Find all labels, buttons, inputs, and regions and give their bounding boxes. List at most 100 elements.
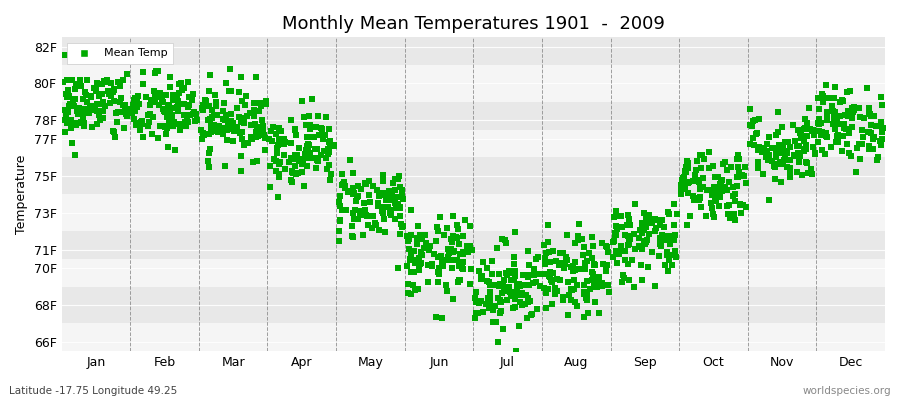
Point	[783, 173, 797, 180]
Point	[408, 260, 422, 266]
Point	[314, 132, 328, 138]
Point	[171, 98, 185, 104]
Point	[774, 159, 788, 165]
Point	[686, 178, 700, 184]
Point	[502, 283, 517, 290]
Point	[130, 122, 145, 129]
Bar	[61, 324, 885, 351]
Point	[264, 128, 278, 134]
Point	[814, 130, 829, 136]
Point	[789, 142, 804, 149]
Point	[794, 134, 808, 141]
Point	[589, 274, 603, 280]
Point	[115, 102, 130, 108]
Point	[539, 249, 554, 256]
Point	[550, 287, 564, 294]
Point	[634, 220, 649, 227]
Point	[245, 136, 259, 142]
Point	[679, 164, 693, 171]
Point	[642, 212, 656, 218]
Point	[717, 184, 732, 190]
Point	[676, 186, 690, 192]
Point	[195, 106, 210, 113]
Point	[202, 88, 216, 94]
Point	[874, 123, 888, 130]
Point	[151, 135, 166, 141]
Point	[640, 236, 654, 243]
Point	[839, 126, 853, 132]
Point	[702, 165, 716, 171]
Point	[812, 106, 826, 113]
Point	[413, 232, 428, 238]
Point	[486, 307, 500, 314]
Point	[270, 144, 284, 151]
Point	[255, 129, 269, 135]
Point	[644, 249, 659, 255]
Point	[851, 104, 866, 111]
Point	[284, 117, 298, 124]
Point	[614, 213, 628, 220]
Point	[455, 266, 470, 272]
Point	[680, 165, 695, 172]
Point	[58, 52, 72, 58]
Point	[566, 263, 580, 269]
Point	[845, 124, 859, 131]
Point	[176, 86, 190, 93]
Point	[238, 115, 252, 121]
Point	[249, 129, 264, 135]
Point	[98, 79, 112, 86]
Point	[500, 297, 515, 304]
Point	[562, 291, 577, 298]
Point	[295, 168, 310, 175]
Point	[376, 172, 391, 178]
Point	[580, 278, 594, 284]
Point	[705, 204, 719, 211]
Point	[333, 203, 347, 209]
Point	[348, 207, 363, 214]
Point	[415, 252, 429, 258]
Point	[627, 201, 642, 207]
Point	[158, 108, 173, 115]
Point	[83, 105, 97, 111]
Point	[150, 68, 165, 75]
Point	[86, 85, 101, 92]
Point	[454, 265, 469, 271]
Point	[819, 130, 833, 136]
Point	[502, 269, 517, 276]
Point	[791, 127, 806, 133]
Point	[358, 207, 373, 213]
Point	[711, 174, 725, 180]
Point	[807, 150, 822, 156]
Point	[206, 122, 220, 128]
Point	[89, 84, 104, 91]
Point	[835, 96, 850, 103]
Point	[760, 140, 775, 147]
Point	[384, 212, 399, 218]
Point	[680, 179, 694, 185]
Point	[63, 101, 77, 107]
Point	[351, 192, 365, 199]
Point	[392, 204, 407, 211]
Point	[167, 119, 182, 125]
Point	[674, 177, 688, 183]
Point	[831, 138, 845, 145]
Point	[464, 243, 478, 249]
Point	[782, 170, 796, 176]
Point	[438, 282, 453, 288]
Point	[376, 203, 391, 210]
Point	[68, 96, 82, 102]
Point	[760, 156, 775, 163]
Point	[774, 124, 788, 130]
Point	[732, 169, 746, 175]
Point	[302, 155, 317, 161]
Point	[284, 140, 298, 146]
Point	[541, 286, 555, 292]
Point	[130, 93, 145, 99]
Point	[262, 136, 276, 142]
Point	[696, 184, 710, 190]
Point	[182, 101, 196, 108]
Point	[400, 290, 415, 296]
Point	[814, 132, 828, 138]
Point	[357, 208, 372, 214]
Point	[444, 246, 458, 252]
